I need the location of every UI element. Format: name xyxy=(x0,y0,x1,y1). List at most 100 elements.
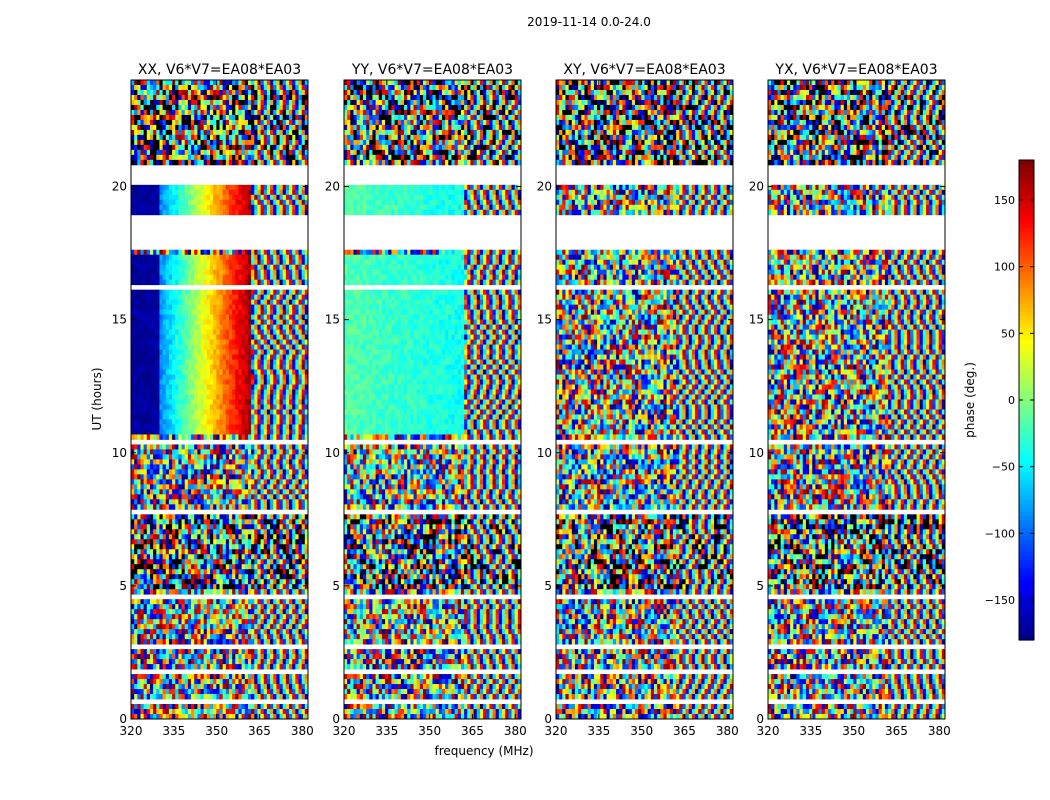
heatmap-cell xyxy=(140,105,144,110)
heatmap-cell xyxy=(273,95,277,100)
heatmap-cell xyxy=(163,120,167,125)
heatmap-cell xyxy=(191,160,195,165)
heatmap-cell xyxy=(229,195,233,200)
heatmap-cell xyxy=(185,155,189,160)
heatmap-cell xyxy=(251,160,255,165)
heatmap-cell xyxy=(178,255,182,260)
heatmap-cell xyxy=(295,135,299,140)
heatmap-cell xyxy=(185,105,189,110)
heatmap-cell xyxy=(220,210,224,215)
heatmap-cell xyxy=(251,110,255,115)
heatmap-cell xyxy=(257,130,261,135)
heatmap-cell xyxy=(150,255,154,260)
heatmap-cell xyxy=(163,115,167,120)
heatmap-cell xyxy=(232,95,236,100)
heatmap-cell xyxy=(166,255,170,260)
heatmap-cell xyxy=(232,195,236,200)
heatmap-cell xyxy=(182,120,186,125)
heatmap-cell xyxy=(178,130,182,135)
heatmap-cell xyxy=(150,95,154,100)
heatmap-cell xyxy=(210,100,214,105)
heatmap-cell xyxy=(182,80,186,85)
heatmap-cell xyxy=(191,80,195,85)
heatmap-cell xyxy=(286,205,290,210)
heatmap-cell xyxy=(156,155,160,160)
heatmap-cell xyxy=(283,190,287,195)
heatmap-cell xyxy=(185,130,189,135)
heatmap-cell xyxy=(210,115,214,120)
heatmap-cell xyxy=(207,140,211,145)
heatmap-cell xyxy=(220,195,224,200)
heatmap-cell xyxy=(194,105,198,110)
heatmap-cell xyxy=(140,190,144,195)
heatmap-cell xyxy=(273,125,277,130)
heatmap-cell xyxy=(267,105,271,110)
heatmap-cell xyxy=(147,110,151,115)
heatmap-cell xyxy=(245,210,249,215)
heatmap-cell xyxy=(273,185,277,190)
heatmap-cell xyxy=(207,135,211,140)
heatmap-cell xyxy=(245,160,249,165)
heatmap-cell xyxy=(238,160,242,165)
heatmap-cell xyxy=(188,150,192,155)
heatmap-cell xyxy=(175,85,179,90)
heatmap-cell xyxy=(191,90,195,95)
heatmap-cell xyxy=(302,190,306,195)
heatmap-cell xyxy=(267,100,271,105)
heatmap-cell xyxy=(242,185,246,190)
heatmap-cell xyxy=(194,130,198,135)
heatmap-cell xyxy=(276,125,280,130)
heatmap-cell xyxy=(261,185,265,190)
heatmap-cell xyxy=(302,210,306,215)
heatmap-cell xyxy=(178,100,182,105)
heatmap-cell xyxy=(150,155,154,160)
heatmap-cell xyxy=(131,255,135,260)
heatmap-cell xyxy=(235,210,239,215)
heatmap-cell xyxy=(166,115,170,120)
heatmap-cell xyxy=(166,205,170,210)
heatmap-cell xyxy=(273,145,277,150)
heatmap-cell xyxy=(220,255,224,260)
heatmap-cell xyxy=(140,80,144,85)
heatmap-cell xyxy=(172,145,176,150)
heatmap-cell xyxy=(178,80,182,85)
heatmap-cell xyxy=(245,150,249,155)
heatmap-cell xyxy=(159,90,163,95)
heatmap-cell xyxy=(204,255,208,260)
heatmap-cell xyxy=(172,185,176,190)
heatmap-cell xyxy=(197,190,201,195)
heatmap-cell xyxy=(210,140,214,145)
heatmap-cell xyxy=(144,110,148,115)
heatmap-cell xyxy=(229,140,233,145)
heatmap-cell xyxy=(235,250,239,255)
heatmap-cell xyxy=(159,190,163,195)
heatmap-cell xyxy=(270,150,274,155)
heatmap-cell xyxy=(178,125,182,130)
heatmap-cell xyxy=(175,105,179,110)
heatmap-cell xyxy=(201,140,205,145)
heatmap-cell xyxy=(159,85,163,90)
heatmap-cell xyxy=(191,150,195,155)
heatmap-cell xyxy=(169,130,173,135)
heatmap-cell xyxy=(137,195,141,200)
heatmap-cell xyxy=(299,125,303,130)
heatmap-cell xyxy=(276,110,280,115)
heatmap-cell xyxy=(292,200,296,205)
heatmap-cell xyxy=(194,80,198,85)
heatmap-cell xyxy=(276,85,280,90)
heatmap-cell xyxy=(280,120,284,125)
heatmap-cell xyxy=(185,210,189,215)
heatmap-cell xyxy=(261,205,265,210)
heatmap-cell xyxy=(191,110,195,115)
heatmap-cell xyxy=(238,135,242,140)
heatmap-cell xyxy=(254,250,258,255)
heatmap-cell xyxy=(235,120,239,125)
heatmap-cell xyxy=(178,120,182,125)
heatmap-cell xyxy=(194,145,198,150)
heatmap-cell xyxy=(283,110,287,115)
heatmap-cell xyxy=(223,80,227,85)
heatmap-cell xyxy=(194,115,198,120)
heatmap-cell xyxy=(242,155,246,160)
heatmap-cell xyxy=(175,145,179,150)
heatmap-cell xyxy=(159,205,163,210)
